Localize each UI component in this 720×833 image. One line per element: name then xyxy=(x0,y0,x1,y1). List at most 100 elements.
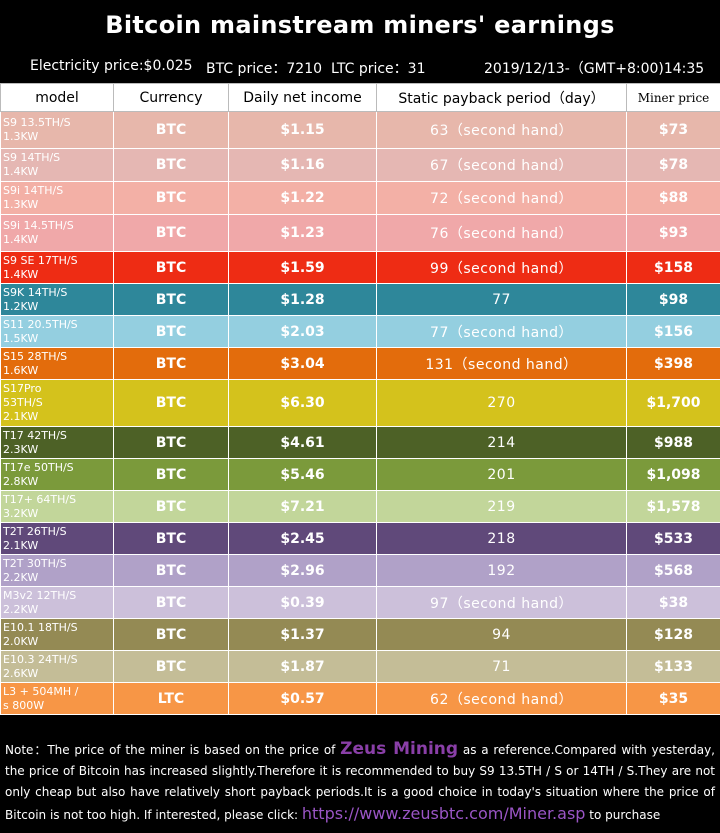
table-body: S9 13.5TH/S 1.3KW BTC $1.15 63（second hand）… xyxy=(0,111,720,715)
payback-cell: 218 xyxy=(376,522,627,555)
income-cell: $2.03 xyxy=(228,315,377,348)
brand-name: Zeus Mining xyxy=(340,739,459,759)
income-cell: $1.16 xyxy=(228,148,377,182)
currency-cell: BTC xyxy=(113,426,229,459)
table-row: S9 SE 17TH/S 1.4KW BTC $1.59 99（second hand… xyxy=(0,251,720,284)
currency-cell: BTC xyxy=(113,554,229,587)
table-row: S11 20.5TH/S 1.5KW BTC $2.03 77（second hand… xyxy=(0,315,720,348)
currency-cell: BTC xyxy=(113,458,229,491)
payback-cell: 99（second hand） xyxy=(376,251,627,284)
price-cell: $88 xyxy=(626,181,720,215)
model-cell: T2T 26TH/S 2.1KW xyxy=(0,522,114,555)
model-cell: S9 14TH/S 1.4KW xyxy=(0,148,114,182)
payback-cell: 71 xyxy=(376,650,627,683)
income-cell: $3.04 xyxy=(228,347,377,380)
table-row: E10.1 18TH/S 2.0KW BTC $1.37 94 $128 xyxy=(0,618,720,651)
income-cell: $1.59 xyxy=(228,251,377,284)
income-cell: $6.30 xyxy=(228,379,377,427)
table-row: M3v2 12TH/S 2.2KW BTC $0.39 97（second hand）… xyxy=(0,586,720,619)
header-currency: Currency xyxy=(113,83,229,112)
currency-cell: BTC xyxy=(113,490,229,523)
price-cell: $73 xyxy=(626,111,720,149)
currency-cell: BTC xyxy=(113,586,229,619)
payback-cell: 77 xyxy=(376,283,627,316)
purchase-link[interactable]: https://www.zeusbtc.com/Miner.asp xyxy=(301,804,586,823)
info-bar: Electricity price:$0.025 BTC price：7210 … xyxy=(0,50,720,83)
income-cell: $0.57 xyxy=(228,682,377,715)
currency-cell: BTC xyxy=(113,650,229,683)
currency-cell: BTC xyxy=(113,111,229,149)
currency-cell: BTC xyxy=(113,283,229,316)
currency-cell: BTC xyxy=(113,522,229,555)
payback-cell: 131（second hand） xyxy=(376,347,627,380)
income-cell: $2.96 xyxy=(228,554,377,587)
payback-cell: 72（second hand） xyxy=(376,181,627,215)
note: Note：The price of the miner is based on … xyxy=(0,733,720,833)
model-cell: T17e 50TH/S 2.8KW xyxy=(0,458,114,491)
table-row: S9 14TH/S 1.4KW BTC $1.16 67（second hand） $7… xyxy=(0,148,720,182)
payback-cell: 219 xyxy=(376,490,627,523)
miners-table: model Currency Daily net income Static p… xyxy=(0,83,720,715)
header-model: model xyxy=(0,83,114,112)
header-income: Daily net income xyxy=(228,83,377,112)
table-row: S9i 14TH/S 1.3KW BTC $1.22 72（second hand） $… xyxy=(0,181,720,215)
model-cell: T17 42TH/S 2.3KW xyxy=(0,426,114,459)
currency-cell: BTC xyxy=(113,315,229,348)
table-row: S9K 14TH/S 1.2KW BTC $1.28 77 $98 xyxy=(0,283,720,316)
currency-cell: BTC xyxy=(113,379,229,427)
price-cell: $1,098 xyxy=(626,458,720,491)
btc-price: BTC price：7210 xyxy=(206,61,323,77)
price-cell: $398 xyxy=(626,347,720,380)
header-payback: Static payback period（day） xyxy=(376,83,627,112)
currency-cell: LTC xyxy=(113,682,229,715)
income-cell: $0.39 xyxy=(228,586,377,619)
payback-cell: 77（second hand） xyxy=(376,315,627,348)
model-cell: S9K 14TH/S 1.2KW xyxy=(0,283,114,316)
price-cell: $988 xyxy=(626,426,720,459)
note-text-2: as a reference.Compared with yesterday, … xyxy=(5,743,715,822)
currency-cell: BTC xyxy=(113,618,229,651)
payback-cell: 214 xyxy=(376,426,627,459)
note-text-3: to purchase xyxy=(585,808,661,822)
price-cell: $158 xyxy=(626,251,720,284)
model-cell: S11 20.5TH/S 1.5KW xyxy=(0,315,114,348)
income-cell: $1.87 xyxy=(228,650,377,683)
price-cell: $93 xyxy=(626,214,720,252)
model-cell: E10.1 18TH/S 2.0KW xyxy=(0,618,114,651)
payback-cell: 94 xyxy=(376,618,627,651)
currency-cell: BTC xyxy=(113,148,229,182)
price-cell: $98 xyxy=(626,283,720,316)
page-title: Bitcoin mainstream miners' earnings xyxy=(105,11,615,39)
table-row: S9i 14.5TH/S 1.4KW BTC $1.23 76（second hand… xyxy=(0,214,720,252)
table-row: L3 + 504MH / s 800W LTC $0.57 62（second han… xyxy=(0,682,720,715)
payback-cell: 201 xyxy=(376,458,627,491)
timestamp: 2019/12/13-（GMT+8:00)14:35 xyxy=(484,61,705,77)
currency-cell: BTC xyxy=(113,181,229,215)
income-cell: $2.45 xyxy=(228,522,377,555)
payback-cell: 63（second hand） xyxy=(376,111,627,149)
table-row: T2T 30TH/S 2.2KW BTC $2.96 192 $568 xyxy=(0,554,720,587)
price-cell: $568 xyxy=(626,554,720,587)
income-cell: $1.15 xyxy=(228,111,377,149)
model-cell: S15 28TH/S 1.6KW xyxy=(0,347,114,380)
table-row: S9 13.5TH/S 1.3KW BTC $1.15 63（second hand）… xyxy=(0,111,720,149)
currency-cell: BTC xyxy=(113,347,229,380)
price-cell: $533 xyxy=(626,522,720,555)
price-cell: $38 xyxy=(626,586,720,619)
table-row: S15 28TH/S 1.6KW BTC $3.04 131（second hand）… xyxy=(0,347,720,380)
price-cell: $35 xyxy=(626,682,720,715)
model-cell: S9i 14.5TH/S 1.4KW xyxy=(0,214,114,252)
model-cell: S9 13.5TH/S 1.3KW xyxy=(0,111,114,149)
price-cell: $133 xyxy=(626,650,720,683)
payback-cell: 67（second hand） xyxy=(376,148,627,182)
income-cell: $1.22 xyxy=(228,181,377,215)
model-cell: S17Pro 53TH/S 2.1KW xyxy=(0,379,114,427)
price-cell: $1,578 xyxy=(626,490,720,523)
income-cell: $7.21 xyxy=(228,490,377,523)
currency-cell: BTC xyxy=(113,251,229,284)
table-row: T17e 50TH/S 2.8KW BTC $5.46 201 $1,098 xyxy=(0,458,720,491)
price-cell: $78 xyxy=(626,148,720,182)
payback-cell: 270 xyxy=(376,379,627,427)
price-cell: $156 xyxy=(626,315,720,348)
table-header-row: model Currency Daily net income Static p… xyxy=(0,83,720,112)
